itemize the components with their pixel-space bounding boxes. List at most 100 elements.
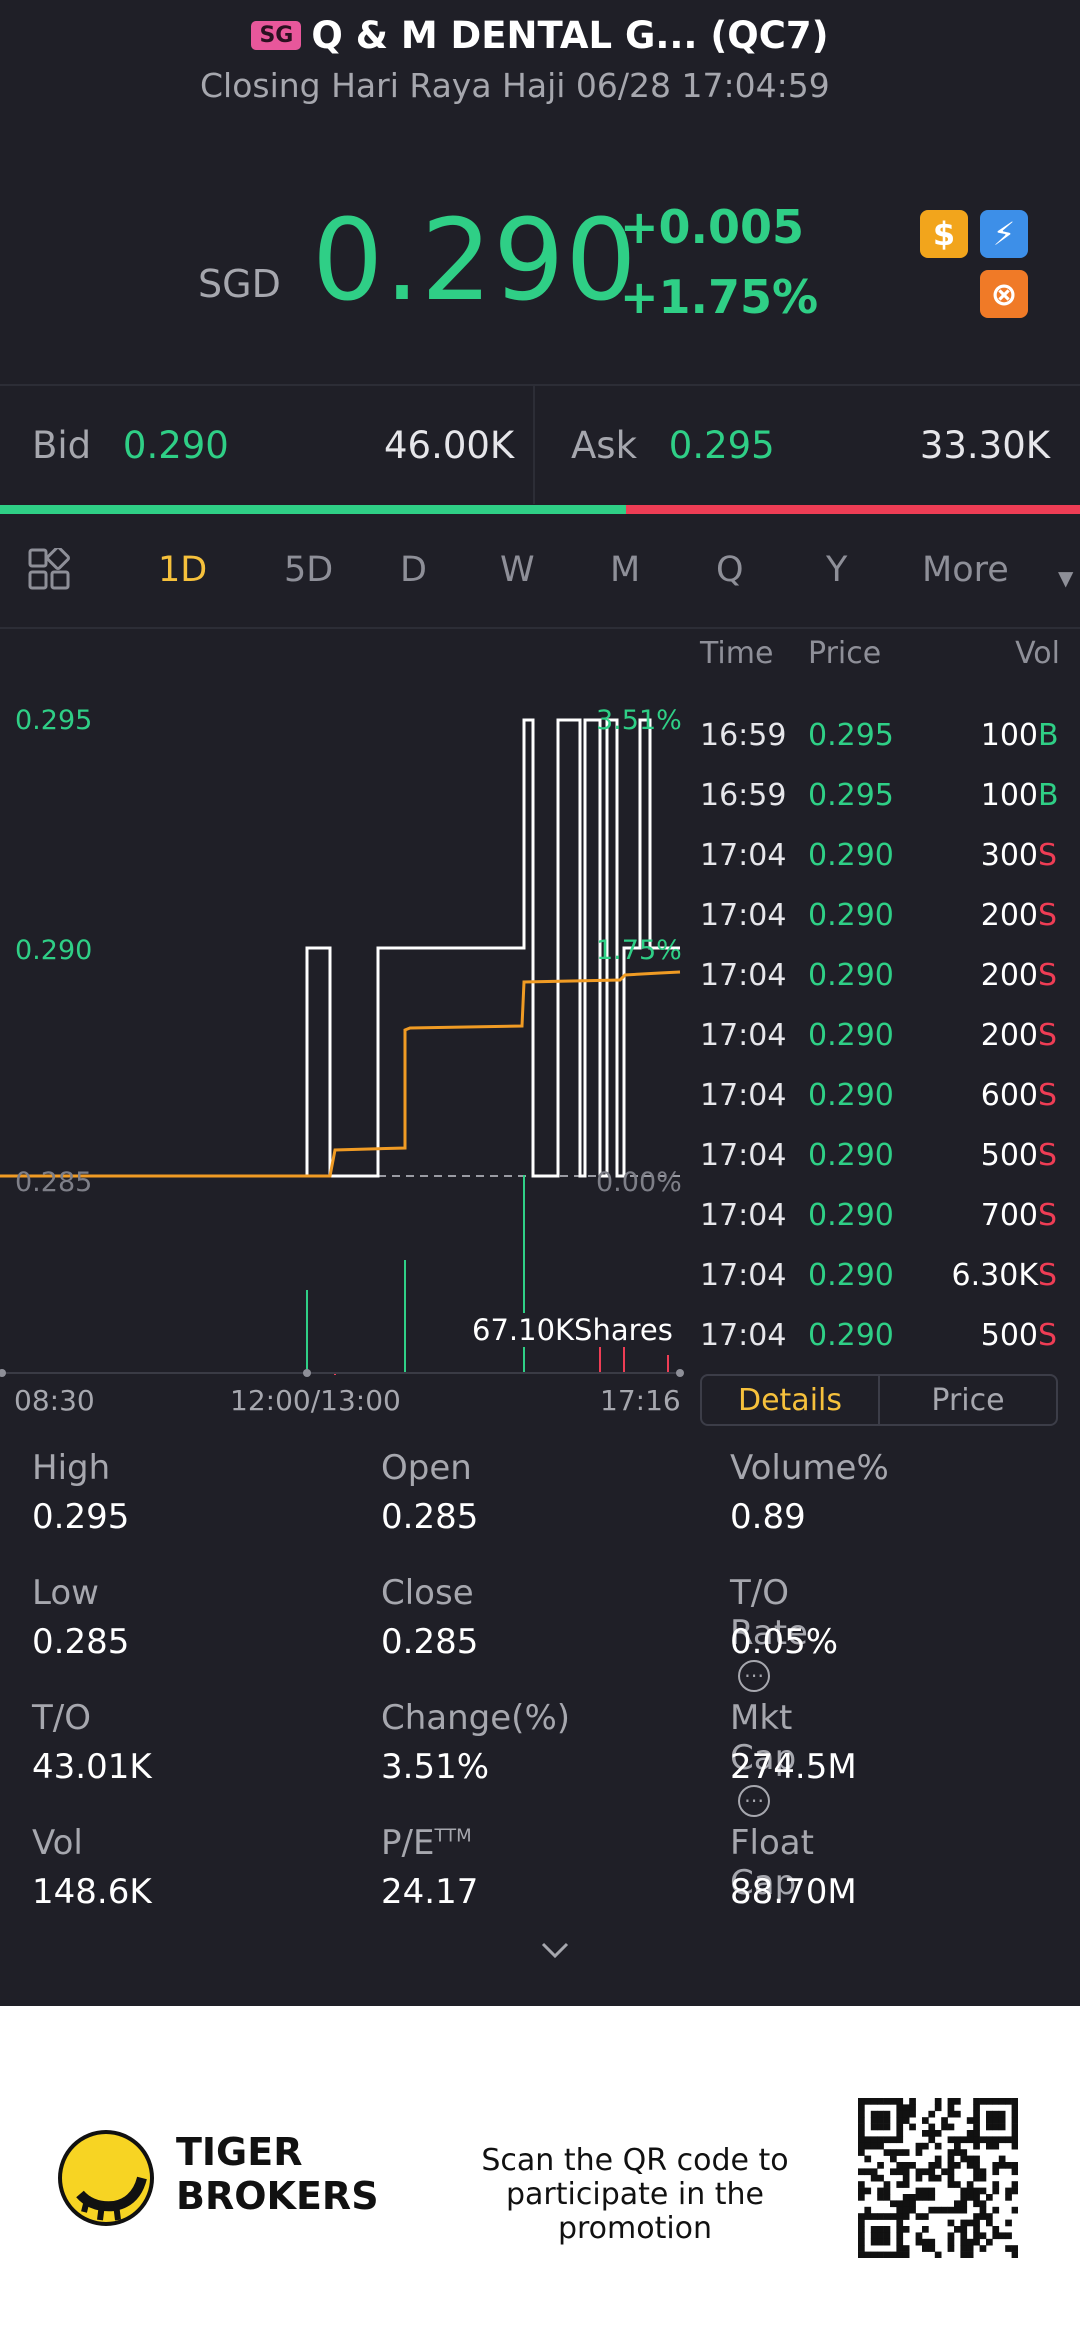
qr-module	[947, 2245, 955, 2252]
qr-module	[954, 2200, 961, 2208]
stat-value: 3.51%	[381, 1747, 490, 1787]
qr-module	[902, 2206, 910, 2214]
qr-module	[992, 2142, 1000, 2150]
trade-price: 0.290	[808, 1198, 894, 1233]
qr-module	[998, 2110, 1006, 2118]
tab-1d[interactable]: 1D	[158, 550, 208, 590]
qr-module	[877, 2232, 884, 2240]
tab-y[interactable]: Y	[826, 550, 848, 590]
qr-module	[858, 2251, 865, 2258]
trade-volume: 300	[980, 838, 1038, 873]
y-tick-label: 0.295	[15, 705, 93, 736]
info-icon[interactable]: ⋯	[738, 1660, 770, 1692]
qr-module	[896, 2181, 904, 2188]
qr-module	[1011, 2162, 1018, 2169]
lightning-icon[interactable]: ⚡	[980, 210, 1028, 258]
details-button[interactable]: Details	[700, 1374, 880, 1426]
qr-module	[902, 2174, 910, 2182]
qr-module	[992, 2226, 1000, 2233]
qr-module	[992, 2187, 1000, 2195]
qr-module	[941, 2168, 948, 2176]
bid-row: Bid 0.290	[32, 424, 229, 467]
y-tick-label: 0.290	[15, 935, 93, 966]
qr-module	[870, 2098, 878, 2105]
tab-m[interactable]: M	[610, 550, 641, 590]
qr-module	[992, 2098, 1000, 2105]
qr-module	[1011, 2187, 1018, 2195]
qr-module	[960, 2200, 968, 2208]
qr-module	[966, 2162, 974, 2169]
qr-module	[922, 2168, 929, 2176]
qr-module	[986, 2098, 993, 2105]
trade-price: 0.295	[808, 718, 894, 753]
trade-volume: 200	[980, 1018, 1038, 1053]
tab-d[interactable]: D	[400, 550, 427, 590]
trade-price: 0.295	[808, 778, 894, 813]
app-background	[0, 0, 1080, 2006]
ask-row: Ask 0.295	[571, 424, 775, 467]
qr-module	[966, 2117, 974, 2124]
qr-module	[947, 2238, 955, 2246]
qr-module	[870, 2168, 878, 2176]
qr-module	[915, 2187, 923, 2195]
intraday-chart[interactable]	[0, 630, 690, 1390]
qr-module	[954, 2149, 961, 2156]
qr-module	[928, 2110, 936, 2118]
qr-module	[902, 2104, 910, 2112]
chevron-down-icon[interactable]: ▼	[1058, 566, 1074, 590]
info-icon[interactable]: ⋯	[738, 1785, 770, 1817]
trade-time: 17:04	[700, 1318, 787, 1353]
qr-module	[902, 2251, 910, 2258]
qr-module	[973, 2104, 980, 2112]
dollar-icon[interactable]: $	[920, 210, 968, 258]
qr-module	[915, 2213, 923, 2220]
tab-q[interactable]: Q	[716, 550, 744, 590]
qr-module	[909, 2200, 916, 2208]
qr-module	[890, 2200, 897, 2208]
qr-module	[979, 2136, 987, 2144]
chart-swap-icon[interactable]: ⊗	[980, 270, 1028, 318]
qr-module	[998, 2162, 1006, 2169]
qr-module	[973, 2162, 980, 2169]
qr-module	[979, 2098, 987, 2105]
qr-module	[864, 2155, 872, 2163]
tab-w[interactable]: W	[500, 550, 535, 590]
qr-module	[960, 2187, 968, 2195]
qr-module	[1005, 2245, 1012, 2252]
trade-row: 17:04 0.290 6.30K S	[700, 1258, 1080, 1318]
qr-module	[966, 2245, 974, 2252]
qr-module	[992, 2181, 1000, 2188]
qr-module	[947, 2155, 955, 2163]
stock-title: SG Q & M DENTAL G... (QC7)	[0, 14, 1080, 57]
qr-module	[1011, 2117, 1018, 2124]
layout-grid-icon[interactable]	[28, 546, 72, 596]
qr-module	[947, 2098, 955, 2105]
axis-dot	[0, 1369, 6, 1377]
trade-volume: 100	[980, 778, 1038, 813]
x-tick-label: 17:16	[600, 1384, 681, 1417]
qr-module	[896, 2200, 904, 2208]
trade-price: 0.290	[808, 1258, 894, 1293]
qr-module	[858, 2219, 865, 2227]
qr-module	[934, 2098, 942, 2105]
stat-label: Mkt Cap⋯	[730, 1698, 796, 1818]
qr-module	[896, 2104, 904, 2112]
qr-module	[954, 2136, 961, 2144]
tab-5d[interactable]: 5D	[284, 550, 334, 590]
qr-module	[864, 2136, 872, 2144]
tab-more[interactable]: More	[922, 550, 1009, 590]
chevron-down-icon[interactable]	[540, 1940, 570, 1964]
qr-module	[877, 2123, 884, 2131]
qr-module	[902, 2162, 910, 2169]
qr-module	[928, 2123, 936, 2131]
qr-module	[979, 2245, 987, 2252]
qr-module	[973, 2232, 980, 2240]
qr-module	[870, 2238, 878, 2246]
tiger-logo-icon	[58, 2130, 154, 2226]
trade-row: 17:04 0.290 200 S	[700, 898, 1080, 958]
divider	[0, 627, 1080, 629]
qr-module	[973, 2098, 980, 2105]
price-button[interactable]: Price	[878, 1374, 1058, 1426]
market-badge: SG	[251, 21, 302, 50]
trade-price: 0.290	[808, 838, 894, 873]
